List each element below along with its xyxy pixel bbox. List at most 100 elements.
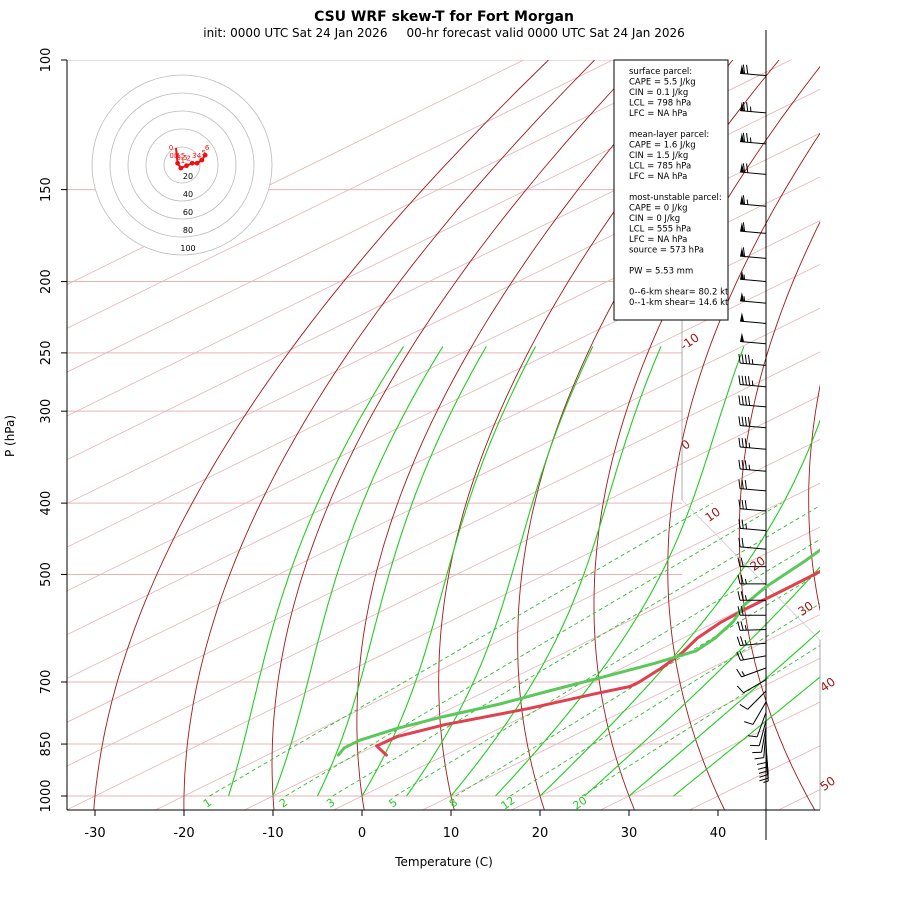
- barb-flag: [740, 574, 744, 584]
- barb-half-flag: [749, 106, 752, 112]
- wind-barb: [740, 222, 767, 234]
- isotherm-line: [243, 526, 820, 810]
- hodograph-ring: [127, 110, 237, 220]
- barb-flag: [747, 396, 751, 406]
- barb-flag: [750, 744, 760, 747]
- barb-flag: [752, 751, 762, 754]
- barb-half-flag: [763, 780, 769, 783]
- barb-flag: [746, 102, 749, 112]
- barb-pennant: [740, 247, 745, 257]
- pressure-tick-label: 200: [39, 269, 54, 294]
- wind-barb: [750, 720, 767, 747]
- wind-barb: [763, 755, 769, 783]
- barb-flag: [740, 557, 744, 567]
- wind-barb: [738, 499, 767, 512]
- barb-shaft: [743, 679, 767, 694]
- info-line: mean-layer parcel:: [629, 130, 709, 140]
- barb-half-flag: [744, 639, 747, 646]
- barb-flag: [738, 499, 741, 509]
- pressure-tick-label: 100: [39, 48, 54, 73]
- wind-barb: [738, 395, 767, 408]
- barb-flag: [742, 247, 746, 257]
- barb-flag: [744, 354, 747, 364]
- isotherm-line: [67, 395, 820, 767]
- isotherm-label: -10: [678, 330, 702, 353]
- barb-flag: [741, 354, 744, 364]
- hodograph-point-label: 1: [181, 157, 185, 165]
- mixing-ratio-line: [209, 502, 713, 797]
- temperature-tick-label: 40: [710, 826, 727, 841]
- info-line: source = 573 hPa: [629, 246, 704, 256]
- barb-half-flag: [744, 625, 747, 631]
- wind-barb: [737, 591, 766, 601]
- info-line: 0--1-km shear= 14.6 kt: [629, 298, 729, 308]
- right-edge-diagonal: [681, 499, 821, 641]
- pressure-tick-label: 250: [39, 340, 54, 365]
- isotherm-line: [67, 307, 820, 679]
- barb-flag: [737, 557, 741, 567]
- info-line: CAPE = 0 J/kg: [629, 204, 688, 214]
- barb-flag: [747, 376, 751, 386]
- isotherm-label: 10: [702, 505, 723, 525]
- isotherm-line: [154, 482, 820, 810]
- mixing-ratio-label: 5: [387, 796, 400, 811]
- barb-flag: [737, 574, 741, 584]
- barb-flag: [747, 354, 751, 365]
- barb-shaft: [765, 755, 769, 782]
- barb-pennant: [740, 101, 745, 111]
- mixing-ratio-line: [332, 505, 820, 797]
- hodograph-point-label: 2: [186, 155, 190, 163]
- dry-adiabat-line: [808, 383, 820, 612]
- wind-barb: [740, 132, 767, 145]
- hodograph-ring: [91, 74, 273, 256]
- barb-shaft: [740, 362, 767, 366]
- dewpoint-profile-line: [336, 548, 820, 757]
- temperature-tick-label: 20: [532, 826, 549, 841]
- hodograph-ring: [163, 146, 201, 184]
- hodograph-point: [202, 152, 208, 158]
- barb-flag: [736, 685, 744, 694]
- hodograph-point-label: 5: [202, 149, 206, 157]
- hodograph-origin-label: 0: [169, 144, 173, 152]
- barb-half-flag: [751, 380, 754, 386]
- barb-flag: [737, 621, 741, 631]
- pressure-tick-label: 1000: [39, 779, 54, 812]
- dry-adiabat-line: [183, 60, 595, 810]
- pressure-tick-label: 500: [39, 562, 54, 587]
- mixing-ratio-line: [285, 502, 782, 797]
- barb-flag: [754, 757, 764, 760]
- hodograph-point: [184, 163, 189, 169]
- wind-barb: [740, 332, 767, 345]
- wind-barb: [740, 270, 767, 283]
- dry-adiabat-line: [517, 60, 780, 810]
- barb-half-flag: [745, 523, 747, 530]
- barb-shaft: [740, 468, 767, 472]
- wind-barb: [747, 712, 767, 738]
- barb-flag: [742, 163, 746, 173]
- barb-flag: [744, 460, 747, 470]
- mixing-ratio-lines: [209, 502, 820, 797]
- barb-shaft: [756, 712, 767, 738]
- barb-flag: [736, 636, 741, 646]
- barb-shaft: [740, 508, 767, 512]
- barb-flag: [747, 417, 751, 427]
- info-line: LCL = 798 hPa: [629, 99, 691, 109]
- barb-shaft: [740, 546, 767, 550]
- info-line: LCL = 555 hPa: [629, 225, 691, 235]
- pressure-tick-label: 400: [39, 491, 54, 516]
- barb-flag: [742, 64, 746, 74]
- barb-flag: [741, 519, 744, 529]
- sounding-profiles: [336, 548, 820, 757]
- barb-flag: [742, 101, 746, 112]
- barb-shaft: [740, 320, 767, 324]
- isotherm-line: [67, 60, 613, 329]
- barb-flag: [738, 519, 741, 529]
- barb-flag: [741, 537, 744, 548]
- wind-barb: [738, 416, 767, 429]
- moist-adiabat-line: [361, 346, 537, 797]
- moist-adiabat-line: [584, 566, 820, 797]
- wind-barb: [740, 195, 767, 207]
- isotherm-line: [67, 263, 820, 636]
- barb-flag: [742, 132, 746, 143]
